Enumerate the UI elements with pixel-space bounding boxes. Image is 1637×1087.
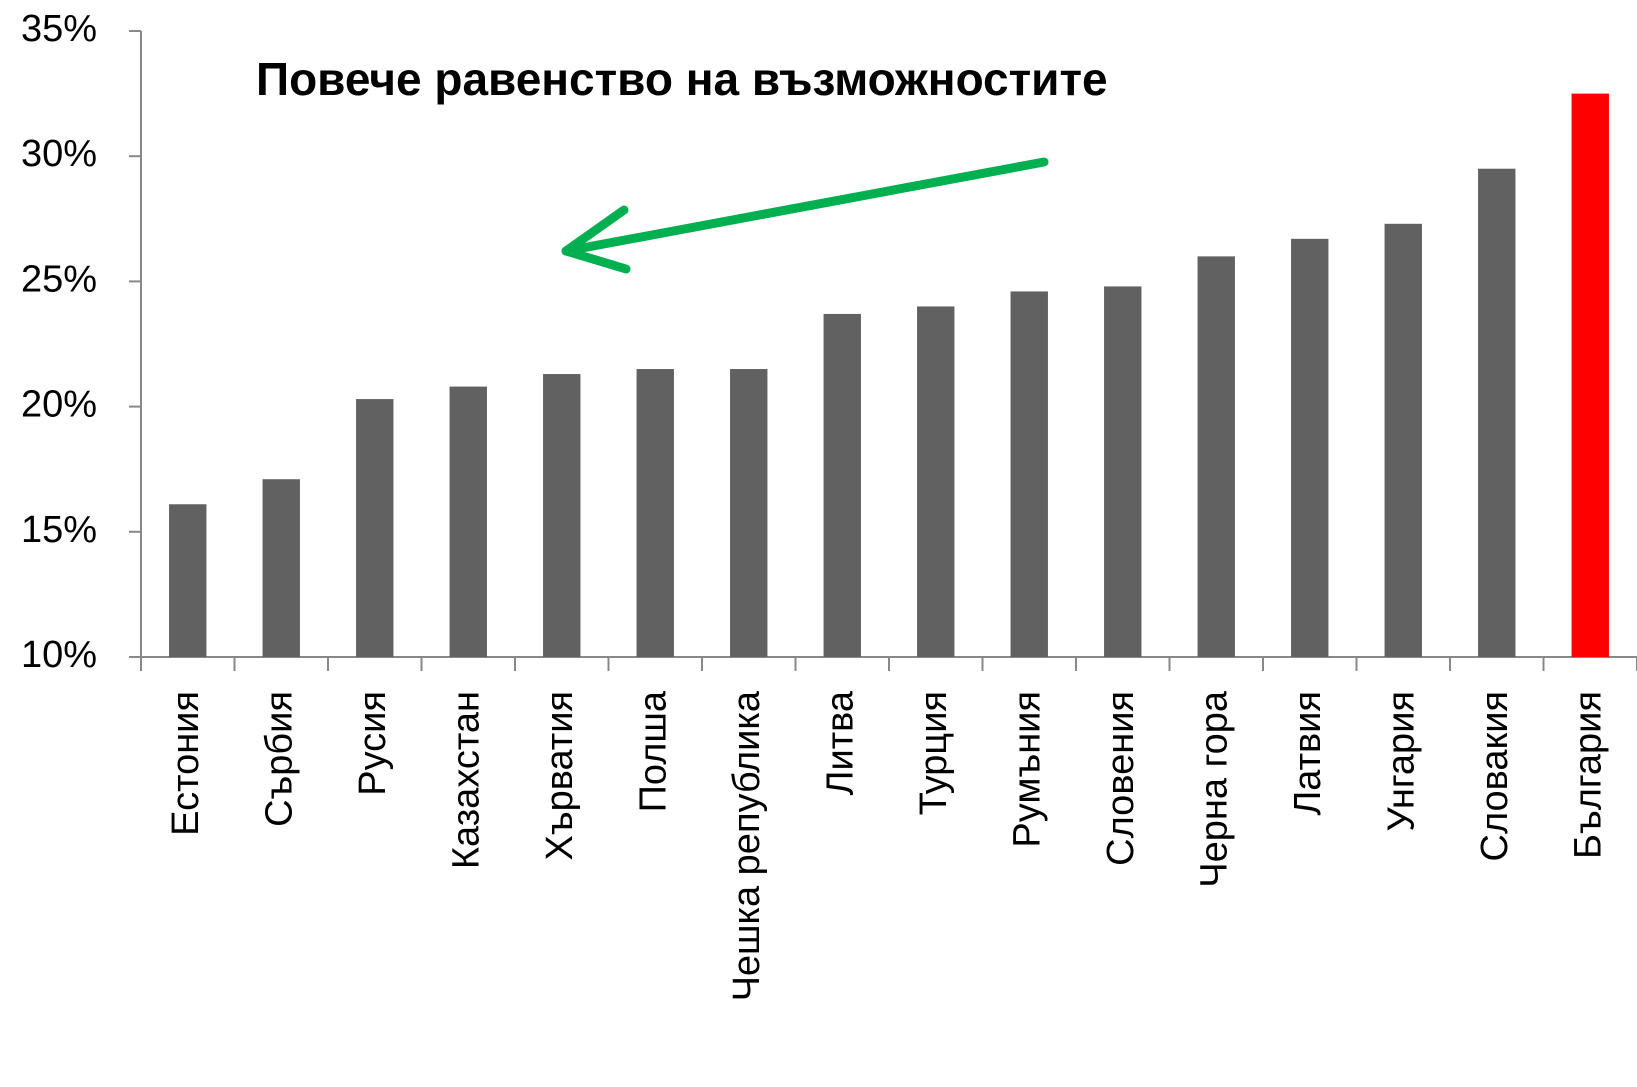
x-tick-label: България: [1567, 691, 1609, 859]
y-tick-label: 20%: [21, 384, 97, 426]
bar: [636, 369, 674, 657]
bar: [262, 479, 300, 657]
x-tick-label: Русия: [352, 691, 394, 796]
y-tick-label: 15%: [21, 509, 97, 551]
bar: [1010, 291, 1048, 657]
x-tick-label: Чешка република: [726, 690, 768, 1001]
bar: [1571, 93, 1609, 658]
x-tick-label: Словения: [1100, 691, 1142, 866]
x-tick-label: Латвия: [1287, 691, 1329, 816]
bar: [1478, 168, 1516, 657]
x-tick-label: Румъния: [1006, 691, 1048, 848]
bar: [917, 306, 955, 657]
x-tick-label: Черна гора: [1193, 690, 1235, 888]
bar: [823, 313, 861, 657]
bar: [1104, 286, 1142, 657]
bar: [1384, 223, 1422, 658]
bar: [543, 374, 581, 657]
bar: [169, 504, 207, 657]
y-tick-label: 35%: [21, 8, 97, 50]
annotation: Повече равенство на възможностите: [256, 53, 1108, 105]
y-tick-label: 10%: [21, 634, 97, 676]
x-tick-label: Литва: [819, 690, 861, 795]
x-tick-label: Естония: [165, 691, 207, 836]
x-tick-label: Словакия: [1474, 691, 1516, 862]
bar: [356, 399, 394, 657]
x-tick-label: Турция: [913, 691, 955, 815]
x-tick-label: Казахстан: [445, 691, 487, 869]
bar: [449, 386, 487, 657]
x-tick-label: Сърбия: [258, 691, 300, 827]
y-tick-label: 30%: [21, 133, 97, 175]
x-tick-label: Хърватия: [539, 691, 581, 861]
y-tick-label: 25%: [21, 258, 97, 300]
bar: [730, 369, 768, 657]
bar: [1197, 256, 1235, 657]
bar: [1291, 238, 1329, 657]
arrow: [561, 157, 1049, 274]
x-tick-label: Унгария: [1380, 691, 1422, 832]
x-tick-label: Полша: [632, 690, 674, 812]
